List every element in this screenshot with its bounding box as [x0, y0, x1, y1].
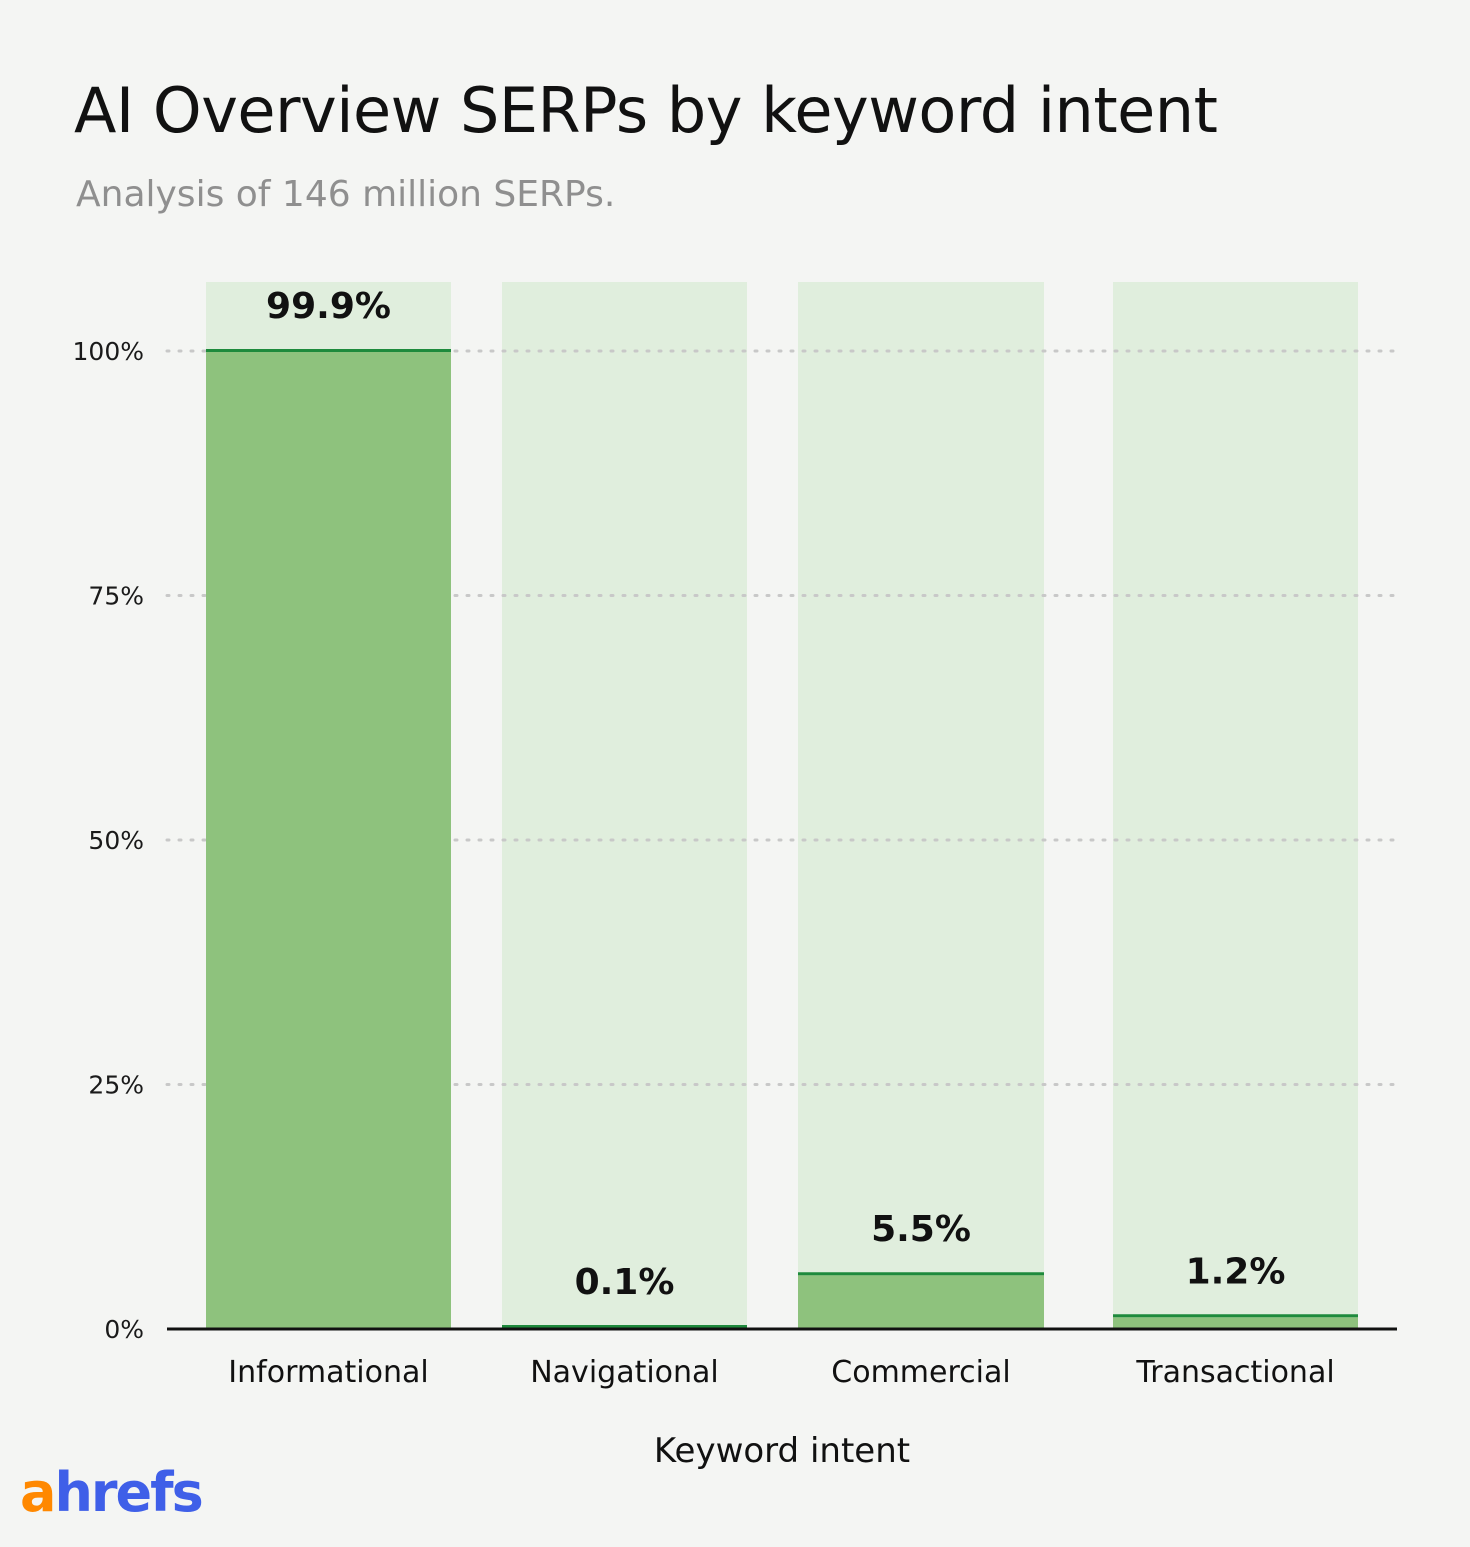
y-tick-label: 0% — [104, 1315, 144, 1344]
bar — [1113, 1317, 1358, 1329]
bar-track — [1113, 282, 1358, 1329]
logo-letters-hrefs: hrefs — [54, 1461, 203, 1524]
x-category-label: Commercial — [831, 1355, 1010, 1390]
x-axis-title: Keyword intent — [654, 1431, 910, 1471]
bar-value-label: 0.1% — [575, 1262, 675, 1303]
y-tick-label: 25% — [88, 1071, 144, 1100]
bar-track — [502, 282, 747, 1329]
bar-tracks — [206, 282, 1358, 1329]
bar — [206, 351, 451, 1329]
chart-subtitle: Analysis of 146 million SERPs. — [76, 174, 616, 215]
x-category-label: Navigational — [530, 1355, 719, 1390]
y-tick-label: 75% — [88, 582, 144, 611]
chart-title: AI Overview SERPs by keyword intent — [74, 74, 1218, 147]
bar-value-label: 1.2% — [1186, 1251, 1286, 1292]
logo-letter-a: a — [20, 1461, 56, 1524]
bar — [798, 1275, 1044, 1329]
y-axis-ticks: 0% 25% 50% 75% 100% — [73, 337, 144, 1344]
x-axis-categories: Informational Navigational Commercial Trans… — [228, 1355, 1334, 1390]
bar-track — [798, 282, 1044, 1329]
bar-value-label: 5.5% — [871, 1209, 971, 1250]
x-category-label: Transactional — [1135, 1355, 1334, 1390]
bar-value-label: 99.9% — [266, 286, 391, 327]
y-tick-label: 100% — [73, 337, 144, 366]
x-category-label: Informational — [228, 1355, 428, 1390]
ahrefs-logo: ahrefs — [20, 1466, 204, 1520]
y-tick-label: 50% — [88, 826, 144, 855]
bars: 99.9% 0.1% 5.5% 1.2% — [206, 286, 1358, 1329]
